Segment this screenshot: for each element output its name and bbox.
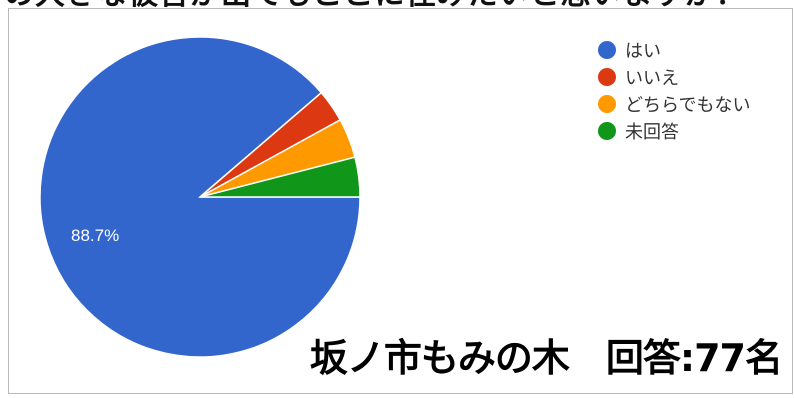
pie-slices (39, 36, 361, 358)
legend-label: 未回答 (625, 121, 679, 143)
legend-item-hai: はい (598, 36, 750, 63)
legend-item-iie: いいえ (598, 63, 750, 90)
legend-item-mikaito: 未回答 (598, 117, 750, 144)
legend-label: どちらでもない (625, 94, 751, 116)
legend-label: いいえ (625, 67, 679, 89)
legend-swatch-green (598, 121, 616, 140)
legend-label: はい (625, 40, 661, 62)
question-title: の大きな被害が出てもここに住みたいと思いますか？ (4, 0, 747, 12)
data-label-hai: 88.7% (71, 226, 120, 245)
legend: はい いいえ どちらでもない 未回答 (598, 36, 750, 144)
legend-swatch-orange (598, 94, 616, 113)
legend-swatch-red (598, 67, 616, 86)
legend-swatch-blue (598, 40, 616, 59)
legend-item-dochiramonai: どちらでもない (598, 90, 750, 117)
pie-slice-4 (199, 156, 361, 198)
respondent-caption: 坂ノ市もみの木 回答:77名 (309, 336, 783, 380)
